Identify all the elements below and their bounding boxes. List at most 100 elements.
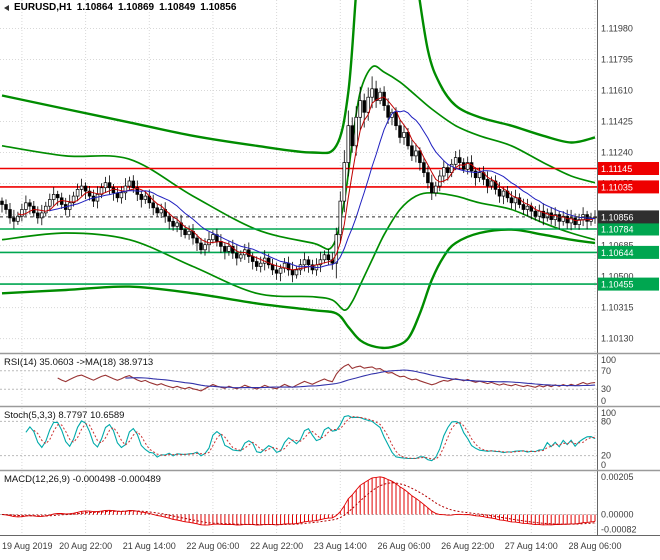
candle <box>254 256 259 271</box>
candle-body <box>36 212 40 219</box>
support-price-tag[interactable]: 1.10784 <box>598 222 659 236</box>
candle-body <box>302 259 307 266</box>
candle <box>139 190 144 208</box>
candle <box>402 124 406 145</box>
candle-body <box>469 162 474 172</box>
candle <box>354 106 358 156</box>
candle <box>75 183 80 202</box>
candle <box>8 203 12 224</box>
candle-body <box>446 167 450 173</box>
candle-body <box>557 214 561 222</box>
stoch-axis-label: 80 <box>601 416 611 426</box>
candle <box>378 87 382 105</box>
resistance-price-tag[interactable]: 1.11035 <box>598 180 659 194</box>
candle-body <box>366 96 370 113</box>
candle-body <box>398 125 402 138</box>
candle <box>577 213 581 230</box>
time-axis-label: 28 Aug 06:00 <box>568 541 621 551</box>
candle-body <box>254 261 259 267</box>
candle <box>79 178 84 196</box>
candle-body <box>40 212 44 219</box>
resistance-price-tag-text: 1.11035 <box>601 182 633 192</box>
candle <box>44 201 48 217</box>
current-price-tag[interactable]: 1.10856 <box>598 210 659 224</box>
candle <box>342 150 347 213</box>
candle <box>187 225 191 240</box>
time-axis-area[interactable] <box>0 536 660 560</box>
macd-axis-label: 0.00000 <box>601 510 634 520</box>
candle-body <box>418 150 422 163</box>
price-axis-area[interactable] <box>598 0 660 535</box>
candle <box>346 110 351 177</box>
candle <box>48 193 52 212</box>
candle <box>55 190 60 206</box>
candle-body <box>509 197 514 204</box>
candle-body <box>406 132 410 147</box>
time-axis-label: 26 Aug 06:00 <box>377 541 430 551</box>
candle-body <box>231 246 235 254</box>
inner-band-lower <box>1 191 596 311</box>
candle-body <box>199 242 203 251</box>
candle <box>151 194 155 216</box>
candle-body <box>123 185 128 194</box>
candle-body <box>541 210 546 219</box>
time-axis-label: 23 Aug 14:00 <box>314 541 367 551</box>
candle <box>541 203 546 226</box>
candle <box>0 197 4 213</box>
candle-body <box>473 170 478 179</box>
rsi-axis-label: 100 <box>601 355 616 365</box>
candle-body <box>533 210 538 217</box>
candle-body <box>342 162 347 202</box>
candle <box>87 186 92 201</box>
rsiP-group <box>0 355 597 405</box>
candle-body <box>537 210 542 217</box>
candle <box>457 149 462 170</box>
candle <box>223 242 227 260</box>
resistance-price-tag[interactable]: 1.11145 <box>598 162 659 175</box>
support-price-tag-bg <box>598 222 659 236</box>
candle <box>4 199 8 214</box>
candle <box>442 160 446 183</box>
candle-body <box>167 215 171 222</box>
candle <box>131 175 136 193</box>
support-price-tag[interactable]: 1.10644 <box>598 245 659 259</box>
candle <box>501 187 506 205</box>
candle-body <box>12 217 16 222</box>
candle-body <box>577 219 581 225</box>
candle <box>469 155 474 178</box>
candle-body <box>565 215 569 224</box>
resistance-price-tag-text: 1.11145 <box>601 164 632 174</box>
candle-body <box>171 220 175 227</box>
support-price-tag-text: 1.10455 <box>601 280 634 290</box>
candle-body <box>211 234 215 241</box>
candle-body <box>71 195 76 204</box>
candle-body <box>549 212 553 220</box>
candle-body <box>326 254 331 261</box>
candle <box>127 176 132 190</box>
price-tick-label: 1.11425 <box>601 117 633 127</box>
support-price-tag[interactable]: 1.10455 <box>598 277 659 291</box>
candle <box>40 204 44 226</box>
mainP-group <box>0 0 597 352</box>
candle-body <box>235 252 239 259</box>
candle-body <box>414 150 418 157</box>
candle <box>338 191 343 243</box>
macd-axis-label: 0.00205 <box>601 472 634 482</box>
price-tick-label: 1.11795 <box>601 55 633 65</box>
candle-body <box>87 190 92 197</box>
candle-body <box>203 244 207 251</box>
candle <box>20 203 24 222</box>
candle <box>561 211 565 226</box>
candle <box>493 175 498 195</box>
candle <box>195 234 199 251</box>
candle <box>453 151 458 171</box>
macd-signal-line <box>1 482 596 526</box>
chart-plot-area[interactable] <box>0 0 597 535</box>
candle-body <box>410 145 414 157</box>
candle-body <box>16 215 20 222</box>
price-tick-label: 1.10685 <box>601 241 634 251</box>
candle <box>545 208 550 222</box>
candle <box>390 108 394 126</box>
outer-band-upper <box>1 0 596 155</box>
